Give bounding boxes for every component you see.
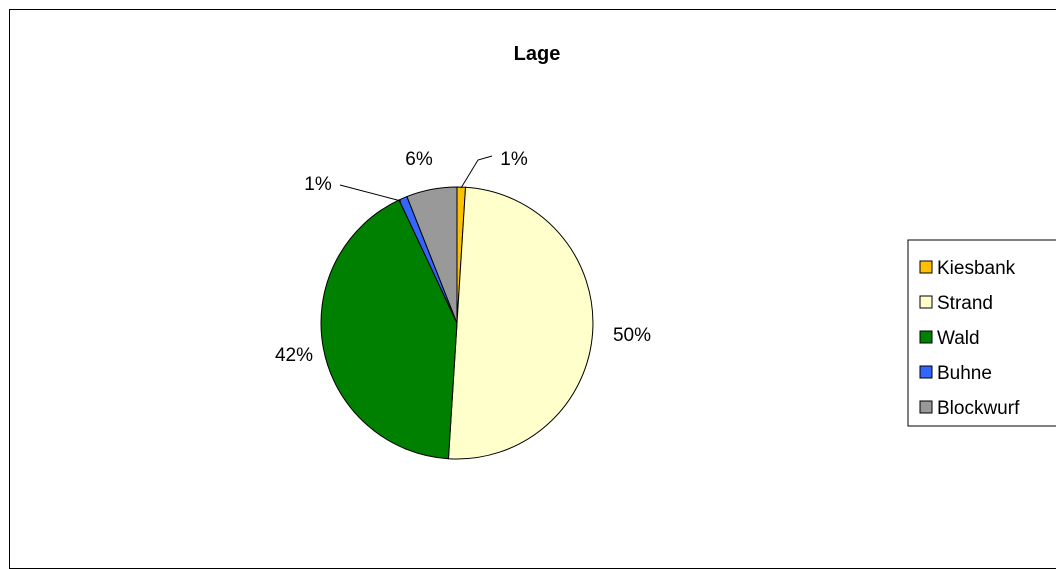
legend-label-blockwurf: Blockwurf	[937, 398, 1020, 419]
pie-slices	[320, 186, 594, 460]
legend-label-kiesbank: Kiesbank	[937, 258, 1016, 279]
legend: Kiesbank Strand Wald Buhne Blockwurf	[907, 239, 1056, 427]
legend-swatch-kiesbank	[919, 260, 933, 274]
leader-lines	[339, 155, 493, 202]
data-label-strand: 50%	[613, 325, 651, 346]
pie-slice-strand	[447, 186, 594, 460]
pie-chart: Lage 1% 50% 42% 1% 6% Kiesbank Strand Wald Buhn…	[275, 43, 1056, 460]
leader-line-kiesbank	[460, 155, 493, 189]
pie-slice-wald	[320, 199, 458, 460]
legend-swatch-blockwurf	[919, 400, 933, 414]
legend-label-buhne: Buhne	[937, 363, 992, 384]
pie-slice-blockwurf	[406, 186, 458, 324]
legend-label-strand: Strand	[937, 293, 993, 314]
leader-line-buhne	[339, 184, 402, 202]
legend-swatch-strand	[919, 295, 933, 309]
data-label-kiesbank: 1%	[500, 149, 528, 170]
legend-label-wald: Wald	[937, 328, 980, 349]
data-labels: 1% 50% 42% 1% 6%	[275, 149, 651, 366]
legend-box	[907, 239, 1056, 427]
data-label-blockwurf: 6%	[405, 149, 433, 170]
chart-title: Lage	[514, 43, 561, 65]
legend-swatch-wald	[919, 330, 933, 344]
data-label-buhne: 1%	[304, 174, 332, 195]
data-label-wald: 42%	[275, 345, 313, 366]
legend-swatch-buhne	[919, 365, 933, 379]
